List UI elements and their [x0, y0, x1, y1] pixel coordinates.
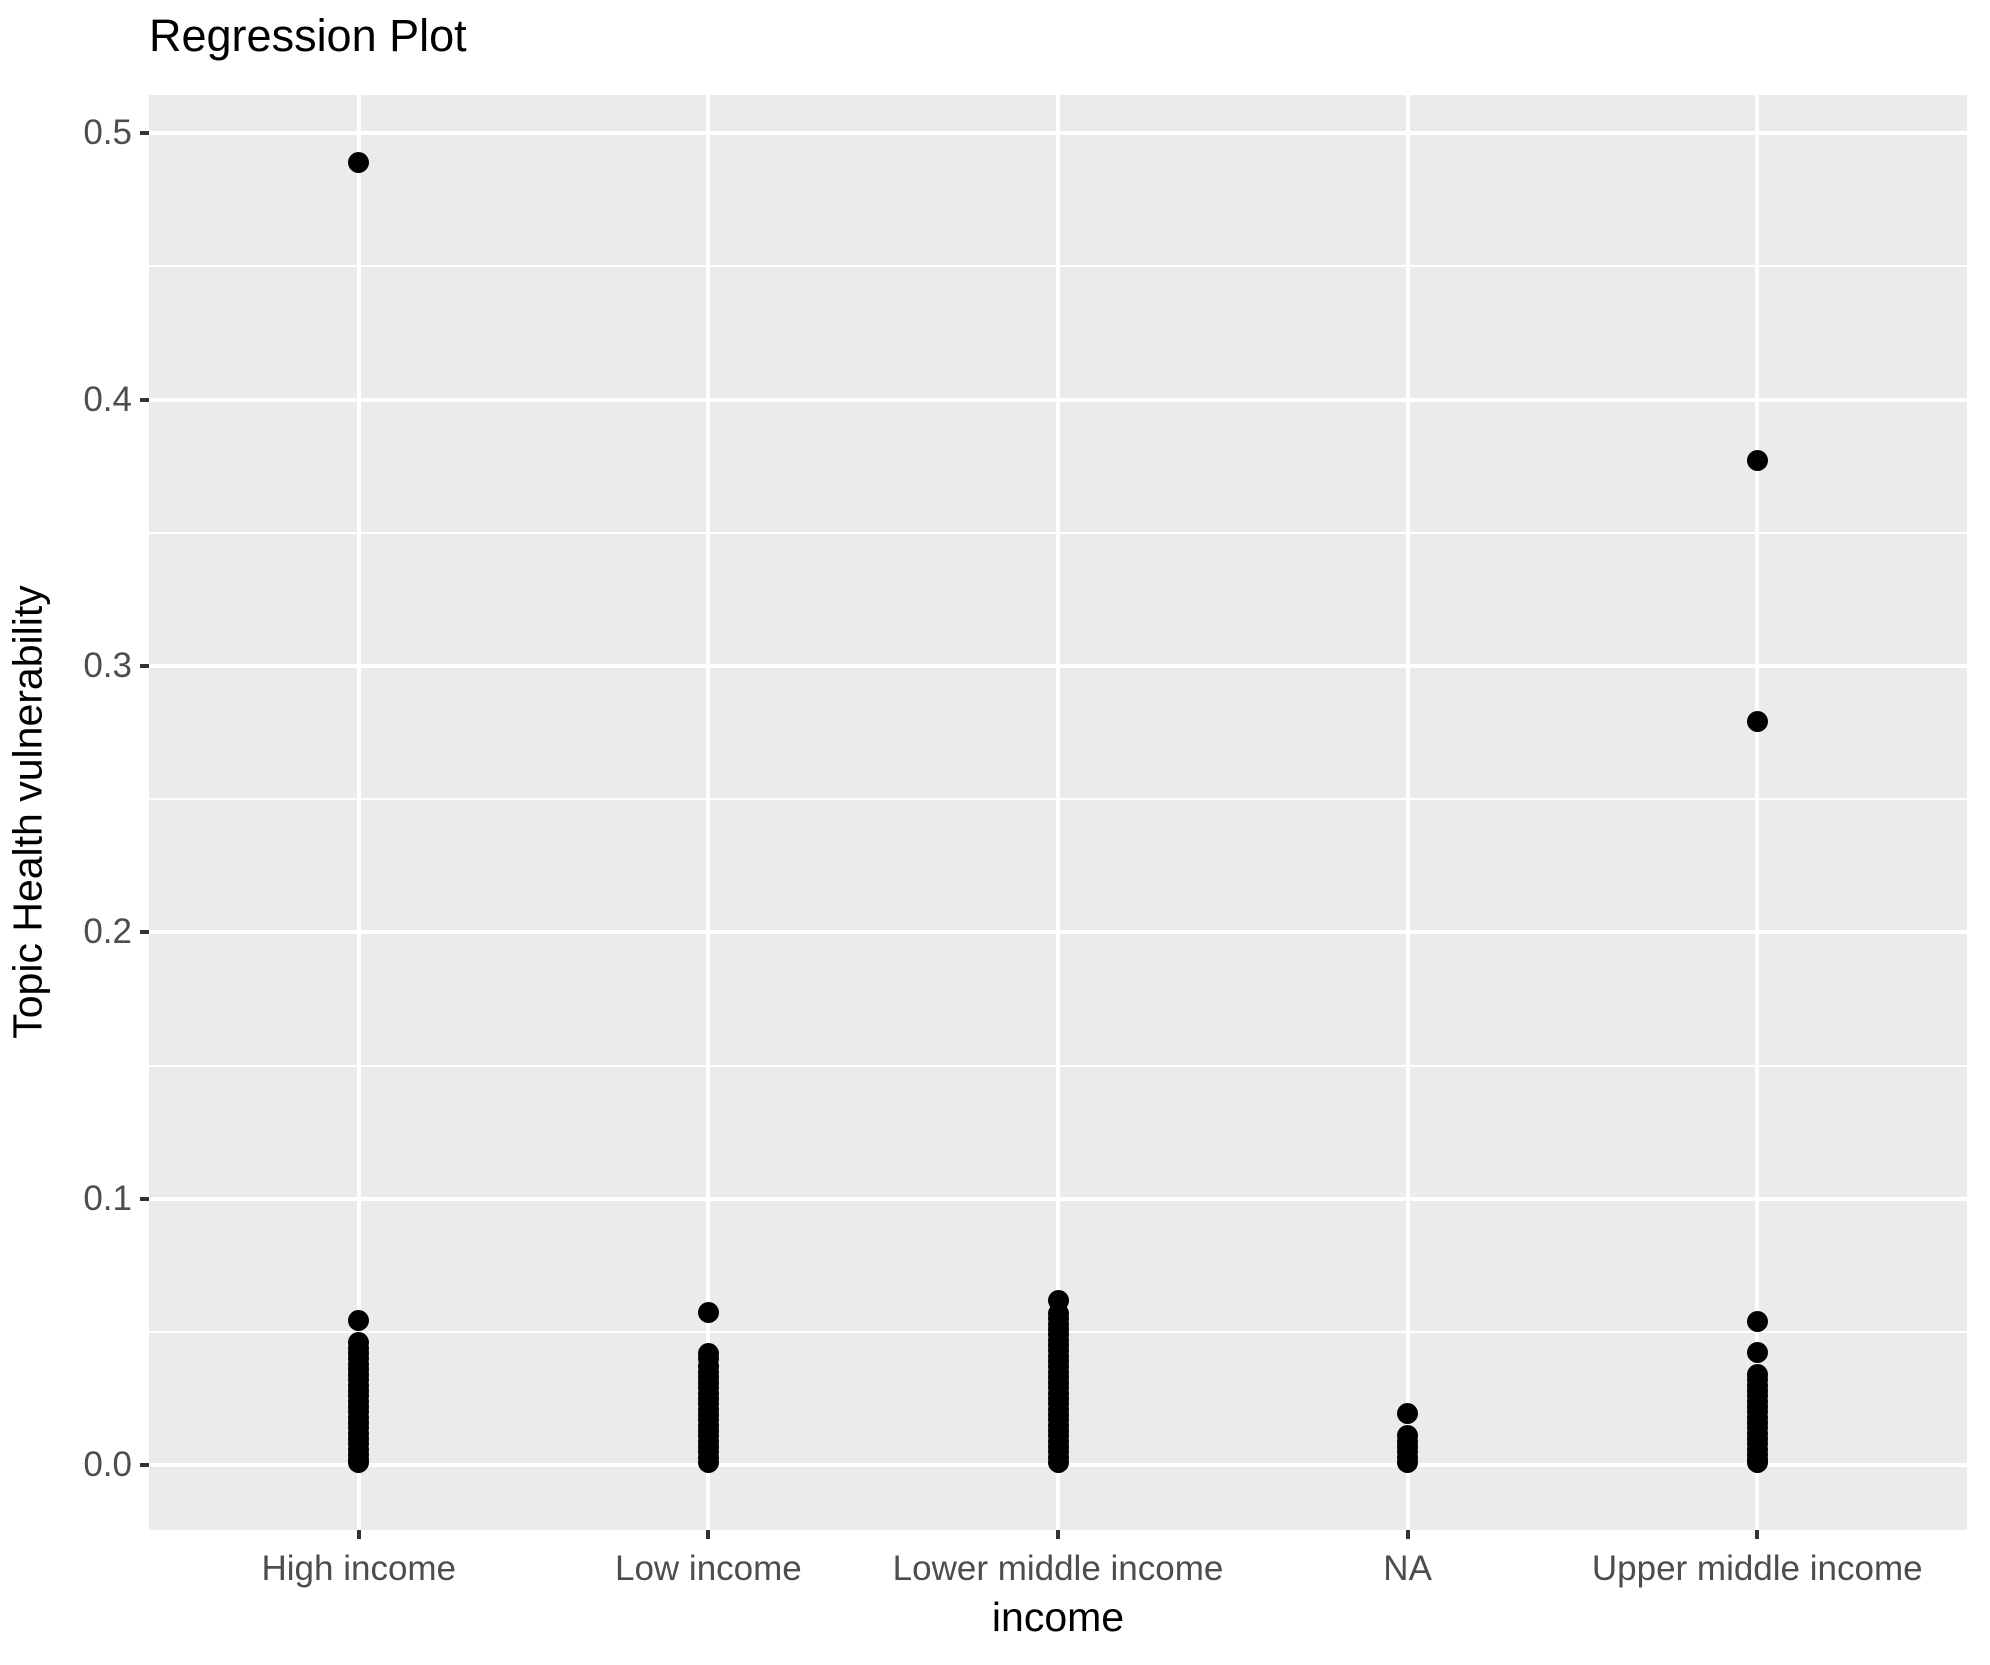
- x-tick-label: NA: [1383, 1549, 1432, 1588]
- y-tick-mark: [140, 397, 149, 402]
- y-tick-label: 0.3: [83, 645, 132, 685]
- plot-title: Regression Plot: [149, 10, 467, 61]
- x-tick-mark: [706, 1530, 711, 1539]
- data-point: [348, 151, 370, 173]
- y-tick-label: 0.4: [83, 379, 132, 419]
- y-tick-mark: [140, 930, 149, 935]
- data-point: [1746, 1452, 1768, 1474]
- major-gridline: [1405, 95, 1410, 1530]
- x-tick-label: Low income: [614, 1549, 802, 1588]
- y-tick-label: 0.1: [83, 1178, 132, 1218]
- data-point: [697, 1452, 719, 1474]
- data-point: [1746, 711, 1768, 733]
- data-point: [1397, 1452, 1419, 1474]
- y-axis-title: Topic Health vulnerability: [4, 585, 51, 1039]
- major-gridline: [1056, 95, 1060, 1530]
- data-point: [1047, 1452, 1069, 1474]
- data-point: [1746, 1310, 1768, 1332]
- x-tick-mark: [1755, 1530, 1760, 1539]
- major-gridline: [706, 95, 711, 1530]
- data-point: [1397, 1402, 1419, 1424]
- data-point: [697, 1301, 719, 1323]
- x-tick-label: Upper middle income: [1591, 1549, 1923, 1588]
- major-gridline: [1755, 95, 1760, 1530]
- x-tick-mark: [1405, 1530, 1410, 1539]
- x-tick-mark: [1056, 1530, 1060, 1539]
- x-axis-title: income: [991, 1594, 1125, 1640]
- y-tick-label: 0.2: [83, 912, 132, 952]
- y-tick-mark: [140, 663, 149, 668]
- data-point: [348, 1452, 370, 1474]
- x-tick-label: High income: [261, 1549, 457, 1588]
- y-tick-mark: [140, 131, 149, 136]
- y-tick-label: 0.5: [83, 113, 132, 153]
- y-tick-mark: [140, 1196, 149, 1201]
- x-tick-mark: [356, 1530, 361, 1539]
- y-tick-label: 0.0: [83, 1445, 132, 1485]
- data-point: [1746, 450, 1768, 472]
- plot-panel: [149, 95, 1967, 1530]
- y-tick-mark: [140, 1463, 149, 1468]
- data-point: [1746, 1341, 1768, 1363]
- data-point: [348, 1309, 370, 1331]
- x-tick-label: Lower middle income: [892, 1549, 1224, 1588]
- major-gridline: [356, 95, 361, 1530]
